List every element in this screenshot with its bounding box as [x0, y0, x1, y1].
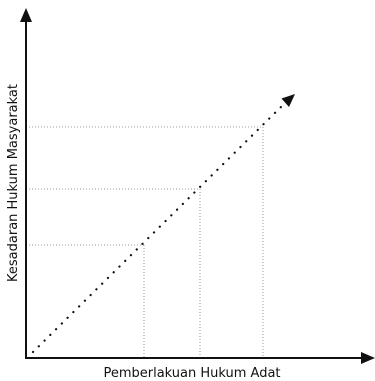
guide-lines — [26, 126, 264, 358]
x-axis-arrow-head — [361, 352, 375, 364]
diagonal-arrow-head — [281, 94, 295, 107]
diagonal-line — [31, 102, 286, 354]
y-axis-arrow-head — [20, 8, 32, 22]
y-axis-label: Kesadaran Hukum Masyarakat — [6, 84, 21, 282]
x-axis-label: Pemberlakuan Hukum Adat — [103, 366, 280, 381]
